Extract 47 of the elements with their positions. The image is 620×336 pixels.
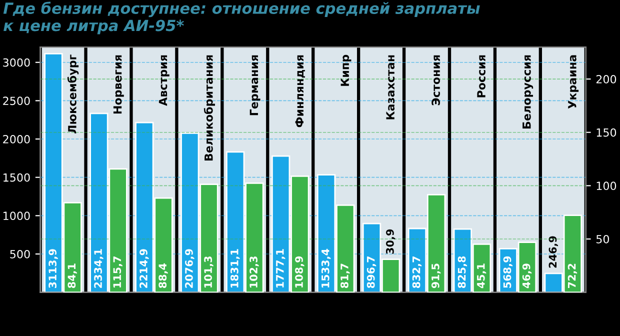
data-label: 91,5 <box>431 264 441 288</box>
y-tick-label: 1500 <box>4 173 30 182</box>
y-tick-label: 3000 <box>3 58 30 67</box>
data-label: 102,3 <box>250 256 259 288</box>
x-tick-label: Белоруссия <box>522 55 534 128</box>
x-tick-label: Люксембург <box>67 54 79 134</box>
data-label: 81,7 <box>340 264 350 288</box>
data-label: 84,1 <box>68 264 77 288</box>
data-label: 101,3 <box>204 256 214 288</box>
x-tick-label: Казахстан <box>386 55 395 120</box>
y2-tick-label: 50 <box>596 234 610 244</box>
x-tick-label: Кипр <box>340 54 352 86</box>
data-label: 246,9 <box>548 236 558 268</box>
x-tick-label: Германия <box>250 55 260 116</box>
x-tick-label: Россия <box>477 55 486 98</box>
data-label: 46,9 <box>522 264 532 288</box>
data-label: 568,9 <box>503 256 513 288</box>
y2-tick-label: 100 <box>596 182 616 190</box>
data-label: 88,4 <box>158 263 168 288</box>
data-label: 2214,9 <box>140 249 149 288</box>
x-tick-label: Эстония <box>432 55 440 106</box>
x-tick-label: Великобритания <box>204 55 215 161</box>
y2-tick-label: 150 <box>596 128 616 137</box>
data-label: 30,9 <box>386 229 396 254</box>
x-tick-label: Финляндия <box>295 55 305 128</box>
data-label: 825,8 <box>458 256 468 288</box>
x-tick-label: Норвегия <box>113 55 124 114</box>
data-label: 1831,1 <box>230 249 240 288</box>
data-label: 45,1 <box>477 264 486 288</box>
data-label: 115,7 <box>113 256 122 288</box>
data-label: 832,7 <box>412 256 422 288</box>
data-label: 1533,4 <box>321 248 331 288</box>
data-label: 2076,9 <box>185 249 194 288</box>
y-tick-label: 2000 <box>3 134 30 144</box>
data-label: 3113,9 <box>48 249 58 288</box>
x-tick-label: Украина <box>568 55 579 109</box>
y-tick-label: 1000 <box>4 212 30 220</box>
data-label: 72,2 <box>568 264 578 288</box>
y-tick-label: 2500 <box>3 96 30 106</box>
data-label: 2334,1 <box>94 249 104 288</box>
data-label: 1777,1 <box>276 249 286 288</box>
chart-title: Где бензин доступнее: отношение средней зарплаты к цене литра АИ-95* <box>3 2 480 34</box>
data-label: 108,9 <box>295 256 304 288</box>
y-tick-label: 500 <box>10 250 30 258</box>
y2-tick-label: 200 <box>596 75 616 84</box>
data-label: 896,7 <box>366 256 376 288</box>
x-tick-label: Австрия <box>158 55 170 106</box>
